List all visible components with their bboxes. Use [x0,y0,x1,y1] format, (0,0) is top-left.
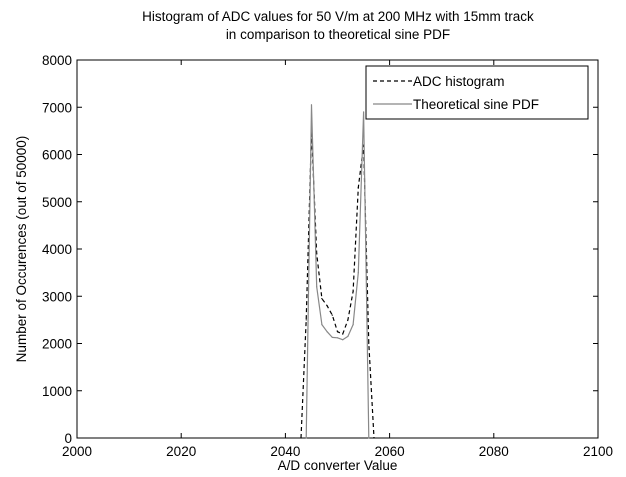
x-tick-label: 2080 [479,444,509,459]
data-point-theoretical-sine-pdf [362,111,365,113]
y-tick-label: 8000 [42,53,72,68]
x-tick-label: 2060 [375,444,405,459]
legend-box [365,65,589,120]
legend: ADC histogram Theoretical sine PDF [365,65,589,120]
x-tick-label: 2020 [166,444,196,459]
x-tick-label: 2000 [62,444,92,459]
data-point-theoretical-sine-pdf [321,324,323,326]
x-tick-label: 2100 [583,444,613,459]
data-point-adc-histogram [331,314,333,316]
data-point-theoretical-sine-pdf [352,324,354,326]
data-point-theoretical-sine-pdf [368,437,370,439]
y-tick-label: 1000 [42,384,72,399]
plot-area [76,59,599,439]
data-point-theoretical-sine-pdf [342,339,344,341]
legend-label-theoretical-sine-pdf: Theoretical sine PDF [413,97,539,112]
data-point-adc-histogram [326,305,328,307]
chart-subtitle: in comparison to theoretical sine PDF [226,27,450,42]
y-tick-label: 4000 [42,242,72,257]
data-point-adc-histogram [342,333,344,335]
series-layer [300,104,375,439]
data-point-adc-histogram [373,437,375,439]
y-tick-label: 7000 [42,100,72,115]
data-point-theoretical-sine-pdf [347,335,349,338]
data-point-adc-histogram [336,331,339,333]
data-point-adc-histogram [305,319,307,321]
x-axis-label: A/D converter Value [278,458,398,473]
axis-ticks: 2000 2020 2040 2060 2080 2100 0 1000 2000 3000 400… [42,53,613,459]
data-point-theoretical-sine-pdf [336,337,339,339]
y-tick-label: 5000 [42,195,72,210]
y-tick-label: 0 [64,431,72,446]
y-axis-label: Number of Occurences (out of 50000) [14,136,29,363]
data-point-adc-histogram [357,186,359,189]
data-point-adc-histogram [321,298,323,300]
data-point-adc-histogram [347,319,349,321]
data-point-adc-histogram [368,342,370,345]
x-tick-label: 2040 [270,444,300,459]
legend-label-adc-histogram: ADC histogram [413,74,505,89]
y-tick-label: 6000 [42,148,72,163]
data-point-theoretical-sine-pdf [357,272,359,274]
chart-title: Histogram of ADC values for 50 V/m at 20… [142,9,534,24]
data-point-theoretical-sine-pdf [326,331,328,333]
y-tick-label: 3000 [42,289,72,304]
data-point-theoretical-sine-pdf [305,437,307,439]
data-point-theoretical-sine-pdf [316,286,318,288]
data-point-theoretical-sine-pdf [310,104,313,106]
data-point-adc-histogram [352,290,354,293]
data-point-theoretical-sine-pdf [331,336,333,338]
data-point-adc-histogram [300,437,302,439]
y-tick-label: 2000 [42,337,72,352]
